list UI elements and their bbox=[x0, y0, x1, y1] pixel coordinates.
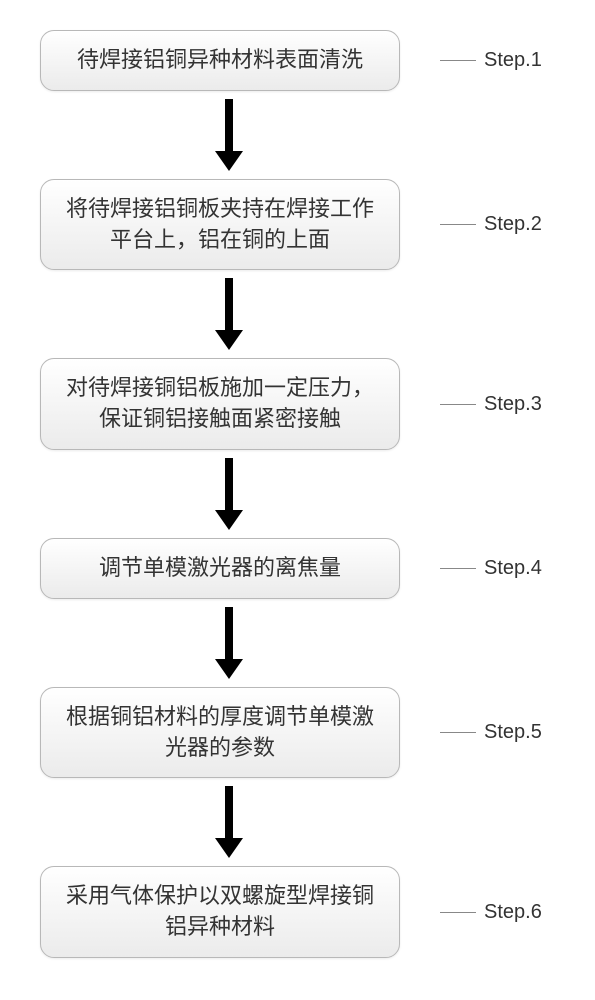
arrow-head bbox=[215, 330, 243, 350]
step-row-2: 将待焊接铝铜板夹持在焊接工作平台上，铝在铜的上面 Step.2 bbox=[20, 179, 575, 271]
step-label-text-1: Step.1 bbox=[484, 49, 542, 72]
step-row-6: 采用气体保护以双螺旋型焊接铜铝异种材料 Step.6 bbox=[20, 866, 575, 958]
connector-line bbox=[440, 224, 476, 225]
connector-line bbox=[440, 404, 476, 405]
step-row-4: 调节单模激光器的离焦量 Step.4 bbox=[20, 538, 575, 599]
step-box-3: 对待焊接铜铝板施加一定压力，保证铜铝接触面紧密接触 bbox=[40, 358, 400, 450]
arrow-stem bbox=[225, 99, 233, 151]
arrow-stem bbox=[225, 786, 233, 838]
arrow-head bbox=[215, 510, 243, 530]
step-box-1: 待焊接铝铜异种材料表面清洗 bbox=[40, 30, 400, 91]
step-row-3: 对待焊接铜铝板施加一定压力，保证铜铝接触面紧密接触 Step.3 bbox=[20, 358, 575, 450]
step-label-text-4: Step.4 bbox=[484, 557, 542, 580]
arrow-3 bbox=[215, 458, 243, 530]
step-label-5: Step.5 bbox=[440, 721, 542, 744]
arrow-container-1 bbox=[20, 91, 575, 179]
step-label-6: Step.6 bbox=[440, 901, 542, 924]
connector-line bbox=[440, 568, 476, 569]
step-label-text-3: Step.3 bbox=[484, 393, 542, 416]
arrow-head bbox=[215, 151, 243, 171]
arrow-2 bbox=[215, 278, 243, 350]
step-box-4: 调节单模激光器的离焦量 bbox=[40, 538, 400, 599]
step-label-3: Step.3 bbox=[440, 393, 542, 416]
connector-line bbox=[440, 912, 476, 913]
arrow-container-5 bbox=[20, 778, 575, 866]
arrow-stem bbox=[225, 278, 233, 330]
arrow-5 bbox=[215, 786, 243, 858]
arrow-container-4 bbox=[20, 599, 575, 687]
step-label-text-5: Step.5 bbox=[484, 721, 542, 744]
arrow-1 bbox=[215, 99, 243, 171]
arrow-container-3 bbox=[20, 450, 575, 538]
step-label-4: Step.4 bbox=[440, 557, 542, 580]
step-label-2: Step.2 bbox=[440, 213, 542, 236]
step-box-2: 将待焊接铝铜板夹持在焊接工作平台上，铝在铜的上面 bbox=[40, 179, 400, 271]
arrow-stem bbox=[225, 458, 233, 510]
connector-line bbox=[440, 60, 476, 61]
step-box-5: 根据铜铝材料的厚度调节单模激光器的参数 bbox=[40, 687, 400, 779]
connector-line bbox=[440, 732, 476, 733]
flowchart-container: 待焊接铝铜异种材料表面清洗 Step.1 将待焊接铝铜板夹持在焊接工作平台上，铝… bbox=[20, 30, 575, 958]
step-row-1: 待焊接铝铜异种材料表面清洗 Step.1 bbox=[20, 30, 575, 91]
step-row-5: 根据铜铝材料的厚度调节单模激光器的参数 Step.5 bbox=[20, 687, 575, 779]
step-label-text-6: Step.6 bbox=[484, 901, 542, 924]
arrow-container-2 bbox=[20, 270, 575, 358]
step-label-1: Step.1 bbox=[440, 49, 542, 72]
arrow-stem bbox=[225, 607, 233, 659]
step-label-text-2: Step.2 bbox=[484, 213, 542, 236]
arrow-4 bbox=[215, 607, 243, 679]
arrow-head bbox=[215, 659, 243, 679]
step-box-6: 采用气体保护以双螺旋型焊接铜铝异种材料 bbox=[40, 866, 400, 958]
arrow-head bbox=[215, 838, 243, 858]
